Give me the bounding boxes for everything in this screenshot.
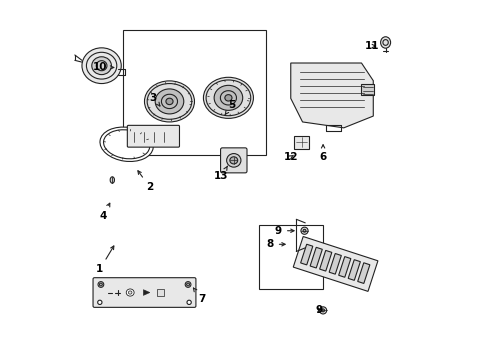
Ellipse shape — [92, 57, 111, 75]
Text: 5: 5 — [224, 100, 235, 115]
Text: 7: 7 — [193, 288, 205, 303]
Text: 9: 9 — [315, 305, 323, 315]
Polygon shape — [309, 247, 322, 268]
Ellipse shape — [155, 89, 183, 114]
FancyBboxPatch shape — [294, 136, 308, 149]
Text: 6: 6 — [319, 145, 326, 162]
Ellipse shape — [300, 227, 307, 234]
Ellipse shape — [203, 77, 253, 118]
Ellipse shape — [321, 309, 324, 312]
Text: 1: 1 — [96, 246, 114, 274]
Polygon shape — [347, 260, 360, 280]
Ellipse shape — [185, 282, 190, 287]
Polygon shape — [328, 253, 341, 274]
Ellipse shape — [380, 37, 390, 48]
Ellipse shape — [186, 300, 191, 305]
FancyBboxPatch shape — [258, 225, 323, 289]
Ellipse shape — [303, 229, 305, 232]
Ellipse shape — [229, 157, 237, 164]
Polygon shape — [290, 63, 372, 128]
Polygon shape — [143, 290, 149, 296]
Ellipse shape — [214, 85, 242, 111]
Ellipse shape — [99, 283, 102, 286]
Text: 11: 11 — [364, 41, 378, 51]
Text: 9: 9 — [274, 226, 293, 236]
Polygon shape — [357, 263, 369, 283]
Ellipse shape — [226, 154, 241, 167]
Ellipse shape — [126, 289, 134, 296]
Text: 4: 4 — [100, 203, 110, 221]
Polygon shape — [361, 84, 374, 95]
Ellipse shape — [110, 177, 114, 183]
FancyBboxPatch shape — [157, 289, 163, 296]
Text: 8: 8 — [266, 239, 285, 249]
Ellipse shape — [98, 282, 103, 287]
Text: 2: 2 — [138, 171, 153, 192]
FancyBboxPatch shape — [220, 148, 246, 173]
Ellipse shape — [82, 48, 121, 84]
Polygon shape — [338, 257, 350, 277]
Text: 10: 10 — [92, 63, 113, 72]
Text: 13: 13 — [214, 166, 228, 181]
Ellipse shape — [100, 127, 153, 162]
FancyBboxPatch shape — [93, 278, 196, 307]
Polygon shape — [300, 244, 312, 265]
Ellipse shape — [319, 307, 326, 314]
Ellipse shape — [128, 291, 132, 294]
Polygon shape — [293, 237, 377, 291]
Text: 12: 12 — [283, 152, 298, 162]
Ellipse shape — [165, 98, 173, 105]
Ellipse shape — [144, 81, 194, 122]
Text: 3: 3 — [149, 93, 160, 106]
Ellipse shape — [224, 95, 231, 101]
Ellipse shape — [186, 283, 189, 286]
Ellipse shape — [98, 300, 102, 305]
FancyBboxPatch shape — [127, 125, 179, 147]
Polygon shape — [319, 251, 331, 271]
